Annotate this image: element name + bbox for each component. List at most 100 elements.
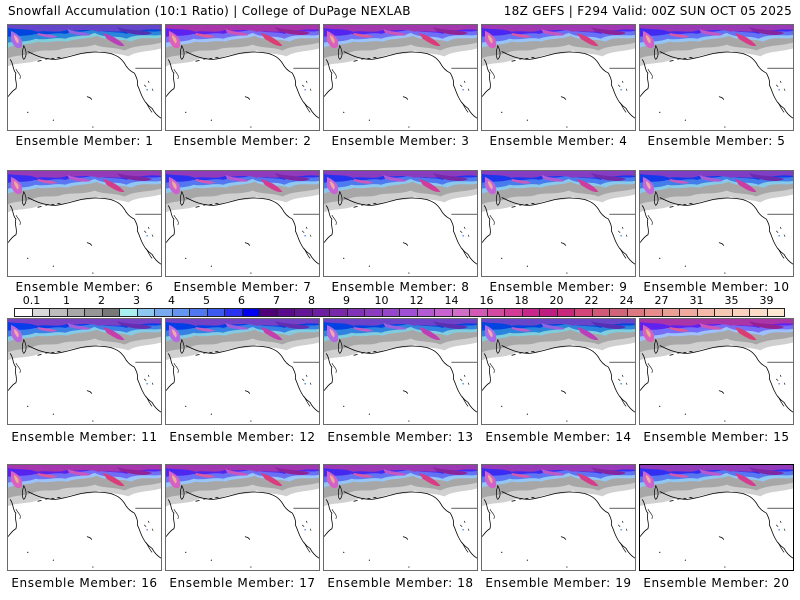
panel-label: Ensemble Member: 12 <box>169 430 316 444</box>
legend-color-box <box>714 308 733 317</box>
legend-tick-label: 12 <box>409 294 424 307</box>
legend-color-box <box>171 308 190 317</box>
ensemble-map-panel <box>165 170 320 277</box>
panel-label: Ensemble Member: 13 <box>327 430 474 444</box>
ensemble-map-panel <box>7 464 162 571</box>
ensemble-map-panel <box>165 464 320 571</box>
legend-color-box <box>556 308 575 317</box>
legend-color-box <box>206 308 225 317</box>
legend-color-box <box>189 308 208 317</box>
legend-color-box <box>31 308 50 317</box>
ensemble-map-panel <box>7 318 162 425</box>
ensemble-map-panel <box>165 24 320 131</box>
ensemble-map-panel <box>481 24 636 131</box>
ensemble-map-panel <box>323 170 478 277</box>
snowfall-map <box>640 465 793 570</box>
legend-color-box <box>486 308 505 317</box>
legend-tick-label: 8 <box>308 294 315 307</box>
legend-color-box <box>679 308 698 317</box>
panel-label: Ensemble Member: 7 <box>173 280 312 294</box>
ensemble-map-panel <box>323 24 478 131</box>
panel-label: Ensemble Member: 4 <box>489 134 628 148</box>
panel-label: Ensemble Member: 2 <box>173 134 312 148</box>
snowfall-map <box>640 319 793 424</box>
ensemble-map-panel <box>7 24 162 131</box>
ensemble-map-panel <box>323 318 478 425</box>
legend-color-box <box>276 308 295 317</box>
legend-tick-label: 35 <box>724 294 739 307</box>
ensemble-map-panel <box>639 170 794 277</box>
panel-label: Ensemble Member: 18 <box>327 576 474 590</box>
panel-label: Ensemble Member: 20 <box>643 576 790 590</box>
snowfall-map <box>482 171 635 276</box>
ensemble-map-panel <box>481 464 636 571</box>
legend-tick-label: 31 <box>689 294 704 307</box>
legend-color-box <box>644 308 663 317</box>
snowfall-map <box>8 465 161 570</box>
legend-color-box <box>136 308 155 317</box>
legend-color-box <box>49 308 68 317</box>
snowfall-map <box>324 171 477 276</box>
panel-label: Ensemble Member: 19 <box>485 576 632 590</box>
legend-color-box <box>154 308 173 317</box>
legend-color-box <box>416 308 435 317</box>
legend-tick-label: 22 <box>584 294 599 307</box>
snowfall-map <box>482 319 635 424</box>
legend-color-box <box>574 308 593 317</box>
legend-color-box <box>469 308 488 317</box>
legend-tick-label: 5 <box>203 294 210 307</box>
legend-color-box <box>731 308 750 317</box>
panel-label: Ensemble Member: 3 <box>331 134 470 148</box>
panel-label: Ensemble Member: 6 <box>15 280 154 294</box>
snowfall-map <box>8 25 161 130</box>
legend-color-box <box>696 308 715 317</box>
ensemble-map-panel <box>639 318 794 425</box>
legend-tick-label: 6 <box>238 294 245 307</box>
legend-color-box <box>224 308 243 317</box>
legend-tick-label: 7 <box>273 294 280 307</box>
legend-color-box <box>539 308 558 317</box>
legend-color-box <box>14 308 33 317</box>
color-legend: 0.1 1 2 3 4 5 6 7 8 9 10 12 14 16 18 20 22 24 27 31 35 39 <box>0 294 800 320</box>
legend-color-box <box>504 308 523 317</box>
chart-title: Snowfall Accumulation (10:1 Ratio) | Col… <box>8 4 411 18</box>
legend-color-box <box>766 308 785 317</box>
panel-label: Ensemble Member: 9 <box>489 280 628 294</box>
snowfall-map <box>166 171 319 276</box>
snowfall-map <box>482 25 635 130</box>
snowfall-map <box>8 319 161 424</box>
snowfall-map <box>324 465 477 570</box>
panel-label: Ensemble Member: 8 <box>331 280 470 294</box>
legend-color-box <box>241 308 260 317</box>
legend-color-box <box>119 308 138 317</box>
legend-tick-label: 10 <box>374 294 389 307</box>
legend-tick-label: 39 <box>759 294 774 307</box>
legend-tick-label: 4 <box>168 294 175 307</box>
legend-color-box <box>661 308 680 317</box>
panel-label: Ensemble Member: 16 <box>11 576 158 590</box>
ensemble-map-panel <box>323 464 478 571</box>
legend-color-box <box>259 308 278 317</box>
legend-color-box <box>311 308 330 317</box>
legend-tick-label: 16 <box>479 294 494 307</box>
legend-color-box <box>609 308 628 317</box>
legend-color-box <box>591 308 610 317</box>
legend-tick-label: 20 <box>549 294 564 307</box>
legend-tick-label: 0.1 <box>22 294 41 307</box>
snowfall-map <box>166 465 319 570</box>
legend-color-box <box>364 308 383 317</box>
legend-color-box <box>329 308 348 317</box>
legend-color-box <box>66 308 85 317</box>
legend-color-box <box>381 308 400 317</box>
legend-tick-label: 3 <box>133 294 140 307</box>
snowfall-map <box>324 25 477 130</box>
snowfall-map <box>166 319 319 424</box>
legend-color-box <box>626 308 645 317</box>
panel-label: Ensemble Member: 17 <box>169 576 316 590</box>
panel-label: Ensemble Member: 14 <box>485 430 632 444</box>
legend-tick-label: 14 <box>444 294 459 307</box>
snowfall-map <box>482 465 635 570</box>
legend-color-box <box>84 308 103 317</box>
legend-tick-label: 24 <box>619 294 634 307</box>
ensemble-map-panel <box>165 318 320 425</box>
